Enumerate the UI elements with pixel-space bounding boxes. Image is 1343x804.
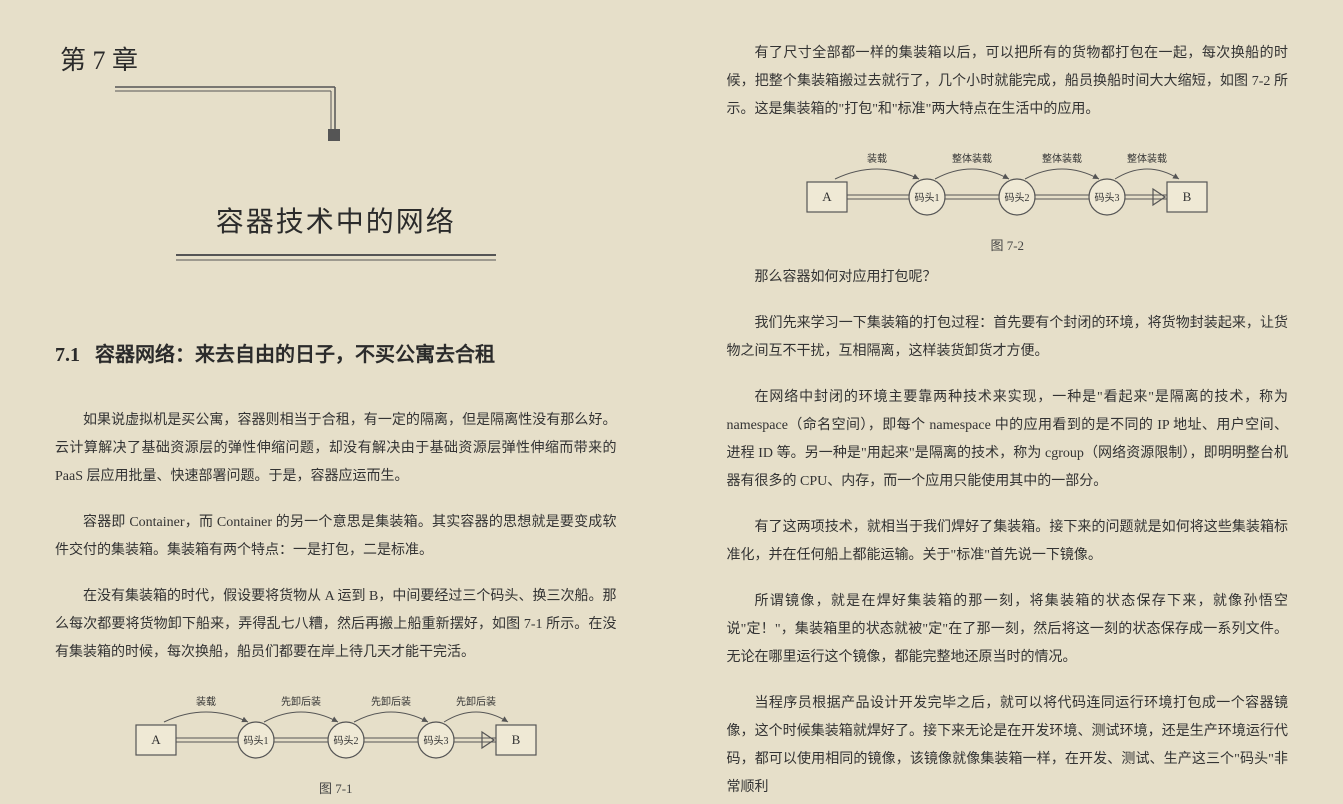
section-heading: 7.1 容器网络：来去自由的日子，不买公寓去合租 xyxy=(55,338,617,367)
figure-7-2: A B 码头1 码头2 码头3 装载 整体装载 整体装载 整体装载 图 7-2 xyxy=(727,142,1289,254)
chapter-title: 容器技术中的网络 xyxy=(55,200,617,240)
chapter-label: 第 7 章 xyxy=(55,40,617,77)
paragraph: 有了尺寸全部都一样的集装箱以后，可以把所有的货物都打包在一起，每次换船的时候，把… xyxy=(727,40,1289,124)
svg-text:码头1: 码头1 xyxy=(915,192,940,204)
svg-text:B: B xyxy=(511,732,520,747)
title-underline xyxy=(176,250,496,268)
svg-text:装载: 装载 xyxy=(867,152,887,165)
svg-text:码头3: 码头3 xyxy=(1095,192,1120,204)
svg-text:装载: 装载 xyxy=(196,695,216,708)
figure-caption: 图 7-2 xyxy=(727,235,1289,254)
svg-text:先卸后装: 先卸后装 xyxy=(371,695,411,708)
svg-text:整体装载: 整体装载 xyxy=(1127,152,1167,165)
paragraph: 有了这两项技术，就相当于我们焊好了集装箱。接下来的问题就是如何将这些集装箱标准化… xyxy=(727,514,1289,570)
svg-text:A: A xyxy=(151,732,161,747)
paragraph: 所谓镜像，就是在焊好集装箱的那一刻，将集装箱的状态保存下来，就像孙悟空说"定！"… xyxy=(727,588,1289,672)
chapter-decoration xyxy=(115,85,617,150)
svg-text:整体装载: 整体装载 xyxy=(952,152,992,165)
paragraph: 我们先来学习一下集装箱的打包过程：首先要有个封闭的环境，将货物封装起来，让货物之… xyxy=(727,310,1289,366)
paragraph: 当程序员根据产品设计开发完毕之后，就可以将代码连同运行环境打包成一个容器镜像，这… xyxy=(727,690,1289,802)
left-page: 第 7 章 容器技术中的网络 7.1 容器网络：来去自由的日子，不买公寓去合租 如… xyxy=(0,0,672,804)
figure-caption: 图 7-1 xyxy=(55,778,617,797)
paragraph: 容器即 Container，而 Container 的另一个意思是集装箱。其实容… xyxy=(55,509,617,565)
paragraph: 那么容器如何对应用打包呢？ xyxy=(727,264,1289,292)
svg-text:先卸后装: 先卸后装 xyxy=(456,695,496,708)
svg-text:码头2: 码头2 xyxy=(1005,192,1030,204)
section-number: 7.1 xyxy=(55,344,80,366)
svg-text:整体装载: 整体装载 xyxy=(1042,152,1082,165)
svg-text:码头1: 码头1 xyxy=(243,735,268,747)
svg-text:码头3: 码头3 xyxy=(423,735,448,747)
section-title: 容器网络：来去自由的日子，不买公寓去合租 xyxy=(95,344,495,366)
right-page: 有了尺寸全部都一样的集装箱以后，可以把所有的货物都打包在一起，每次换船的时候，把… xyxy=(672,0,1343,804)
paragraph: 如果说虚拟机是买公寓，容器则相当于合租，有一定的隔离，但是隔离性没有那么好。云计… xyxy=(55,407,617,491)
svg-text:B: B xyxy=(1183,189,1192,204)
svg-text:A: A xyxy=(823,189,833,204)
paragraph: 在网络中封闭的环境主要靠两种技术来实现，一种是"看起来"是隔离的技术，称为 na… xyxy=(727,384,1289,496)
paragraph: 在没有集装箱的时代，假设要将货物从 A 运到 B，中间要经过三个码头、换三次船。… xyxy=(55,583,617,667)
figure-7-1: A B 码头1 码头2 码头3 装载 先卸后装 先卸后装 先卸后装 图 7-1 xyxy=(55,685,617,797)
svg-text:码头2: 码头2 xyxy=(333,735,358,747)
svg-text:先卸后装: 先卸后装 xyxy=(281,695,321,708)
